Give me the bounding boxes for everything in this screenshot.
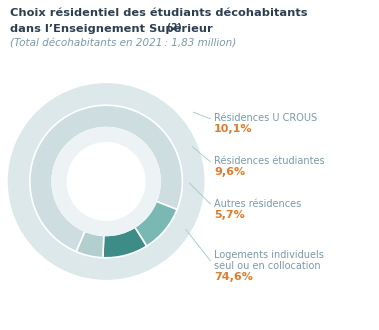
- Text: 9,6%: 9,6%: [214, 167, 245, 177]
- Text: 10,1%: 10,1%: [214, 124, 253, 134]
- Wedge shape: [30, 105, 182, 252]
- Text: 5,7%: 5,7%: [214, 210, 245, 219]
- Wedge shape: [76, 231, 104, 258]
- Text: (2): (2): [164, 23, 182, 32]
- Wedge shape: [135, 201, 177, 246]
- Circle shape: [67, 143, 145, 220]
- Text: Logements individuels: Logements individuels: [214, 250, 324, 260]
- Text: seul ou en collocation: seul ou en collocation: [214, 261, 321, 271]
- Wedge shape: [103, 227, 147, 258]
- Text: Résidences U CROUS: Résidences U CROUS: [214, 113, 317, 123]
- Text: dans l’Enseignement Supérieur: dans l’Enseignement Supérieur: [10, 23, 213, 34]
- Text: (Total décohabitants en 2021 : 1,83 million): (Total décohabitants en 2021 : 1,83 mill…: [10, 39, 236, 49]
- Text: 74,6%: 74,6%: [214, 272, 253, 282]
- Circle shape: [8, 84, 204, 279]
- Circle shape: [52, 127, 160, 236]
- Text: Résidences étudiantes: Résidences étudiantes: [214, 156, 325, 166]
- Text: Autres résidences: Autres résidences: [214, 199, 301, 209]
- Text: Choix résidentiel des étudiants décohabitants: Choix résidentiel des étudiants décohabi…: [10, 8, 307, 18]
